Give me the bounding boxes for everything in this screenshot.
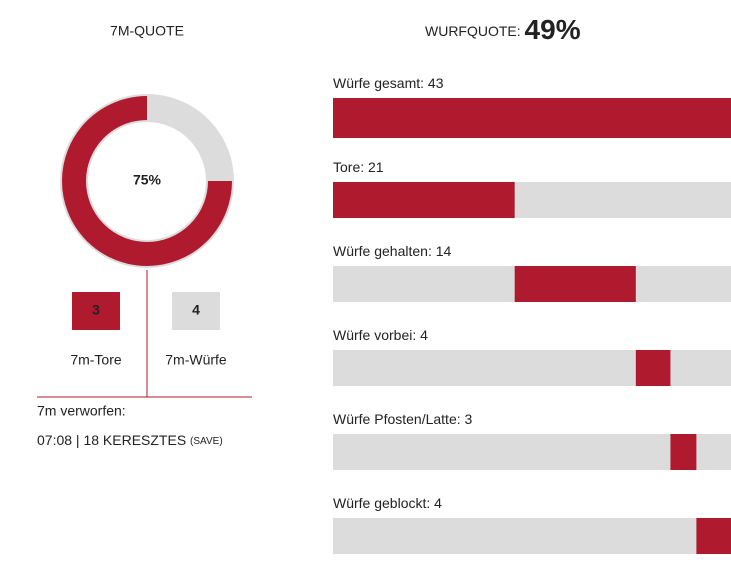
bar	[696, 518, 731, 554]
bar-label: Würfe geblockt: 4	[333, 495, 442, 511]
bar-label: Würfe gehalten: 14	[333, 243, 452, 259]
bar-label-text: Würfe vorbei:	[333, 327, 416, 343]
bar-label-text: Würfe geblockt:	[333, 495, 430, 511]
bar-label-value: 14	[436, 243, 452, 259]
count-box	[72, 292, 120, 330]
missed-title: 7m verworfen:	[37, 403, 126, 419]
seven-m-title: 7M-QUOTE	[110, 23, 184, 39]
wurfquote-label: WURFQUOTE:	[425, 23, 521, 39]
bar	[333, 182, 515, 218]
bar-label-text: Würfe Pfosten/Latte:	[333, 411, 461, 427]
bar-track	[333, 350, 731, 386]
missed-tag: (SAVE)	[190, 436, 223, 447]
count-value: 4	[192, 302, 200, 318]
wurfquote-value: 49%	[525, 14, 581, 45]
missed-entry: 07:08 | 18 KERESZTES (SAVE)	[37, 432, 223, 448]
bar-track	[333, 518, 731, 554]
bar-label-value: 43	[428, 75, 444, 91]
missed-entry-text: 07:08 | 18 KERESZTES	[37, 432, 186, 448]
donut-arc	[62, 96, 232, 266]
bar	[514, 266, 636, 302]
wurfquote-title: WURFQUOTE: 49%	[425, 14, 581, 45]
bar-label: Würfe Pfosten/Latte: 3	[333, 411, 473, 427]
count-value: 3	[92, 302, 100, 318]
count-label: 7m-Tore	[70, 352, 122, 368]
bar-label: Würfe gesamt: 43	[333, 75, 444, 91]
bar-label-value: 21	[368, 159, 384, 175]
bar-label-text: Tore:	[333, 159, 364, 175]
count-label: 7m-Würfe	[165, 352, 227, 368]
count-box	[172, 292, 220, 330]
bar-label: Tore: 21	[333, 159, 384, 175]
bar	[333, 98, 731, 138]
bar	[635, 350, 671, 386]
bar-label-text: Würfe gesamt:	[333, 75, 424, 91]
bar-label-value: 3	[465, 411, 473, 427]
bar-track	[333, 434, 731, 470]
donut-label: 75%	[133, 172, 162, 188]
bar-label-text: Würfe gehalten:	[333, 243, 432, 259]
bar-label-value: 4	[420, 327, 428, 343]
bar-label-value: 4	[434, 495, 442, 511]
bar	[670, 434, 697, 470]
bar-label: Würfe vorbei: 4	[333, 327, 428, 343]
